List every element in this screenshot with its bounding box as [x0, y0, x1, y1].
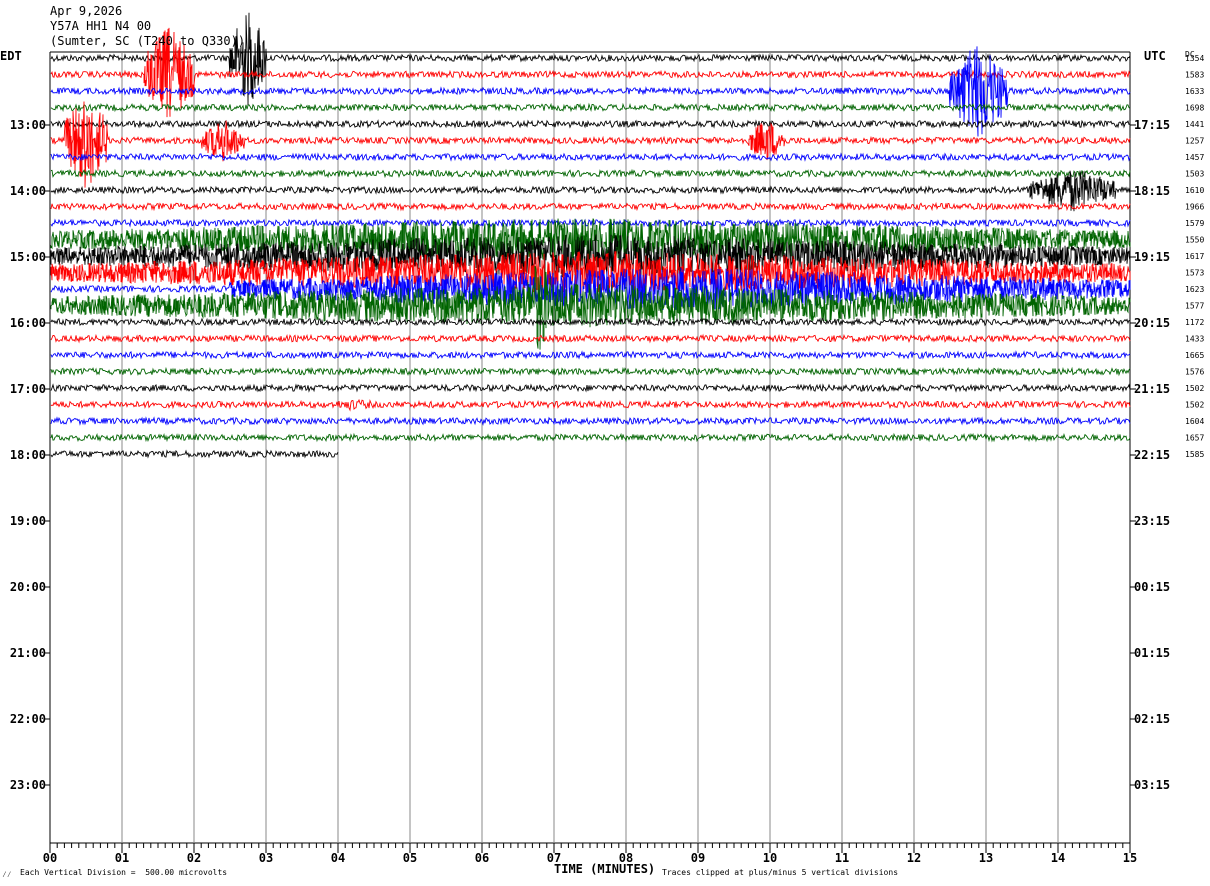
right-timezone-label: UTC: [1144, 49, 1166, 63]
seismic-trace: [50, 350, 1131, 360]
chart-grid: [49, 51, 1131, 844]
x-tick-label: 14: [1051, 851, 1065, 865]
seismic-trace: [50, 101, 1131, 188]
corner-mark: ⁄⁄: [2, 870, 12, 879]
right-hour-label: 02:15: [1134, 712, 1170, 726]
seismic-trace: [50, 366, 1131, 377]
dc-value: 1257: [1185, 137, 1204, 146]
seismic-trace: [50, 27, 1131, 118]
left-hour-label: 20:00: [10, 580, 46, 594]
right-hour-label: 00:15: [1134, 580, 1170, 594]
x-tick-label: 02: [187, 851, 201, 865]
seismic-trace: [50, 432, 1131, 443]
left-hour-label: 22:00: [10, 712, 46, 726]
seismic-trace: [50, 46, 1131, 137]
right-hour-label: 21:15: [1134, 382, 1170, 396]
seismic-trace: [50, 102, 1131, 113]
seismic-trace: [50, 333, 1131, 344]
right-hour-label: 20:15: [1134, 316, 1170, 330]
left-hour-label: 15:00: [10, 250, 46, 264]
left-hour-label: 18:00: [10, 448, 46, 462]
scale-note: Each Vertical Division = 500.00 microvol…: [20, 868, 228, 877]
station-code: Y57A HH1 N4 00: [50, 19, 152, 33]
dc-value: 1585: [1185, 450, 1204, 459]
x-tick-label: 04: [331, 851, 345, 865]
seismic-trace: [50, 218, 1131, 228]
chart-axes: 00 01 02 03 04 05 06 07 08 09 10 11 12 13 14 15 13:00 14:…: [10, 54, 1205, 865]
dc-value: 1502: [1185, 384, 1204, 393]
x-tick-label: 13: [979, 851, 993, 865]
dc-value: 1604: [1185, 417, 1204, 426]
dc-value: 1457: [1185, 153, 1204, 162]
dc-value: 1623: [1185, 285, 1204, 294]
seismic-trace: [50, 170, 1131, 212]
dc-value: 1657: [1185, 434, 1204, 443]
dc-value: 1550: [1185, 236, 1204, 245]
dc-value: 1354: [1185, 54, 1204, 63]
x-tick-label: 00: [43, 851, 57, 865]
dc-value: 1573: [1185, 269, 1204, 278]
dc-value: 1576: [1185, 368, 1204, 377]
left-hour-label: 16:00: [10, 316, 46, 330]
dc-value: 1665: [1185, 351, 1204, 360]
x-tick-label: 05: [403, 851, 417, 865]
seismic-trace: [50, 383, 1131, 393]
seismic-trace: [50, 119, 1131, 129]
dc-value: 1579: [1185, 219, 1204, 228]
right-hour-label: 17:15: [1134, 118, 1170, 132]
right-hour-label: 03:15: [1134, 778, 1170, 792]
dc-value: 1172: [1185, 318, 1204, 327]
seismic-trace: [50, 449, 339, 459]
dc-label: DC: [1185, 50, 1195, 59]
dc-value: 1633: [1185, 87, 1204, 96]
left-hour-label: 19:00: [10, 514, 46, 528]
right-hour-label: 23:15: [1134, 514, 1170, 528]
dc-value: 1583: [1185, 71, 1204, 80]
dc-value: 1698: [1185, 104, 1204, 113]
x-tick-label: 09: [691, 851, 705, 865]
dc-value: 1503: [1185, 170, 1204, 179]
x-tick-label: 11: [835, 851, 849, 865]
left-hour-label: 13:00: [10, 118, 46, 132]
seismic-trace: [50, 201, 1131, 212]
x-tick-label: 15: [1123, 851, 1137, 865]
seismic-trace: [50, 265, 1131, 350]
seismic-trace: [50, 398, 1131, 412]
x-tick-label: 08: [619, 851, 633, 865]
dc-value: 1966: [1185, 203, 1204, 212]
right-hour-label: 22:15: [1134, 448, 1170, 462]
seismic-traces: [50, 12, 1131, 459]
dc-value: 1441: [1185, 120, 1204, 129]
x-tick-label: 10: [763, 851, 777, 865]
dc-value: 1617: [1185, 252, 1204, 261]
x-tick-label: 07: [547, 851, 561, 865]
dc-value: 1610: [1185, 186, 1204, 195]
left-hour-label: 17:00: [10, 382, 46, 396]
seismic-trace: [50, 12, 1131, 106]
left-hour-label: 21:00: [10, 646, 46, 660]
seismic-trace: [50, 317, 1131, 327]
x-tick-label: 03: [259, 851, 273, 865]
chart-date: Apr 9,2026: [50, 4, 123, 18]
seismic-trace: [50, 152, 1131, 162]
x-tick-label: 01: [115, 851, 129, 865]
seismic-trace: [50, 416, 1131, 426]
clip-note: Traces clipped at plus/minus 5 vertical …: [662, 868, 899, 877]
dc-value: 1577: [1185, 302, 1204, 311]
left-hour-label: 23:00: [10, 778, 46, 792]
left-timezone-label: EDT: [0, 49, 22, 63]
x-tick-label: 12: [907, 851, 921, 865]
dc-value: 1433: [1185, 335, 1204, 344]
right-hour-label: 01:15: [1134, 646, 1170, 660]
right-hour-label: 19:15: [1134, 250, 1170, 264]
seismic-trace: [50, 168, 1131, 179]
right-hour-label: 18:15: [1134, 184, 1170, 198]
x-axis-title: TIME (MINUTES): [554, 862, 656, 876]
station-location: (Sumter, SC (T240 to Q330)): [50, 34, 246, 48]
left-hour-label: 14:00: [10, 184, 46, 198]
dc-value: 1502: [1185, 401, 1204, 410]
x-tick-label: 06: [475, 851, 489, 865]
